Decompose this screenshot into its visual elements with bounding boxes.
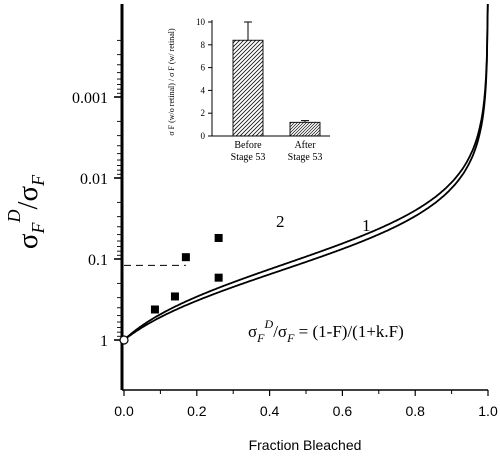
data-point xyxy=(181,253,190,262)
data-point xyxy=(214,273,223,282)
inset-y-tick-label: 8 xyxy=(201,40,206,50)
curve-label-1: 1 xyxy=(362,216,371,235)
data-point xyxy=(170,292,179,301)
curve-2 xyxy=(123,3,489,341)
x-ticks: 0.0 0.2 0.4 0.6 0.8 1.0 xyxy=(114,390,498,419)
data-point xyxy=(150,305,159,314)
open-point xyxy=(119,335,129,345)
x-tick-label: 0.2 xyxy=(187,403,207,419)
inset-category-2-line1: After xyxy=(294,140,316,151)
y-tick-label: 0.01 xyxy=(80,171,108,188)
equation: σFD/σF = (1-F)/(1+k.F) xyxy=(248,317,404,345)
data-point xyxy=(214,233,223,242)
curve-1 xyxy=(123,3,489,341)
x-tick-label: 0.0 xyxy=(114,403,134,419)
inset-category-2-line2: Stage 53 xyxy=(288,152,323,163)
y-tick-label: 0.001 xyxy=(72,90,108,107)
inset-bar xyxy=(289,121,321,137)
x-tick-label: 1.0 xyxy=(478,403,498,419)
x-tick-label: 0.4 xyxy=(260,403,280,419)
y-tick-label: 0.1 xyxy=(88,252,108,269)
curve-label-2: 2 xyxy=(276,212,285,231)
inset-bar xyxy=(232,39,264,137)
inset-y-tick-label: 6 xyxy=(201,63,206,73)
y-ticks: 1 0.1 0.01 0.001 xyxy=(72,39,122,350)
inset-y-tick-label: 0 xyxy=(201,131,206,141)
inset-bars xyxy=(232,21,321,137)
x-tick-label: 0.6 xyxy=(333,403,353,419)
y-tick-label: 1 xyxy=(100,333,108,350)
inset-category-1-line2: Stage 53 xyxy=(231,152,266,163)
inset-y-label: σ F (w/o retinal) / σ F (w/ retinal) xyxy=(167,28,176,136)
y-axis-label: σFD/σF xyxy=(4,174,48,249)
inset-y-tick-label: 10 xyxy=(196,17,206,27)
inset-bar-chart: 0 2 4 6 8 10 σ F (w/o retinal) / σ F (w/ reti… xyxy=(167,17,330,163)
inset-y-ticks: 0 2 4 6 8 10 xyxy=(196,17,212,141)
inset-y-tick-label: 2 xyxy=(201,108,206,118)
data-points xyxy=(150,233,223,314)
x-tick-label: 0.8 xyxy=(405,403,425,419)
x-axis-label: Fraction Bleached xyxy=(249,437,362,453)
inset-y-tick-label: 4 xyxy=(201,85,206,95)
inset-category-1-line1: Before xyxy=(234,140,262,151)
